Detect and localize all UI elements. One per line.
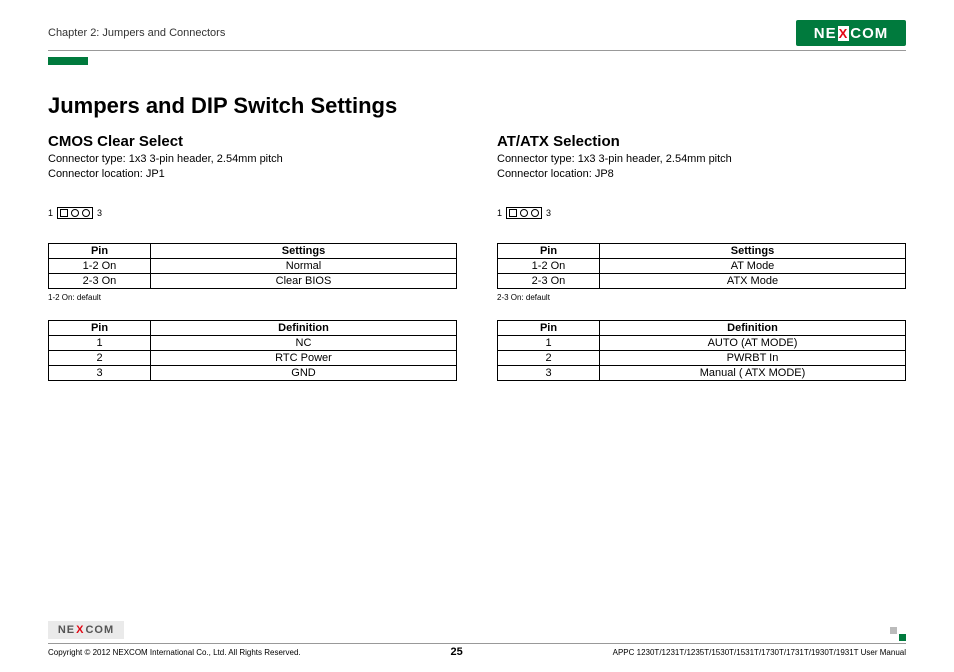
th-settings: Settings xyxy=(151,243,457,258)
th-definition: Definition xyxy=(151,320,457,335)
table-row: 3 GND xyxy=(49,365,457,380)
table-row: 1-2 On AT Mode xyxy=(498,258,906,273)
table-row: 2-3 On Clear BIOS xyxy=(49,273,457,288)
cmos-desc: Connector type: 1x3 3-pin header, 2.54mm… xyxy=(48,152,457,183)
table-row: 2 PWRBT In xyxy=(498,350,906,365)
cell: Normal xyxy=(151,258,457,273)
atatx-settings-table: Pin Settings 1-2 On AT Mode 2-3 On ATX M… xyxy=(497,243,906,289)
connector-box xyxy=(506,207,542,219)
pin-label-3: 3 xyxy=(546,208,551,218)
cmos-footnote: 1-2 On: default xyxy=(48,293,457,302)
table-row: 1 AUTO (AT MODE) xyxy=(498,335,906,350)
pin-1-icon xyxy=(60,209,68,217)
th-pin: Pin xyxy=(49,320,151,335)
nexcom-logo: NEXCOM xyxy=(796,20,906,46)
table-row: Pin Definition xyxy=(49,320,457,335)
table-row: 2 RTC Power xyxy=(49,350,457,365)
atatx-connector-diagram: 1 3 xyxy=(497,207,906,219)
cell: 1-2 On xyxy=(498,258,600,273)
cmos-definition-table: Pin Definition 1 NC 2 RTC Power 3 GND xyxy=(48,320,457,381)
sq-green-icon xyxy=(899,634,906,641)
th-pin: Pin xyxy=(498,243,600,258)
atatx-connector-type: Connector type: 1x3 3-pin header, 2.54mm… xyxy=(497,152,906,167)
atatx-section: AT/ATX Selection Connector type: 1x3 3-p… xyxy=(497,133,906,385)
pin-label-1: 1 xyxy=(48,208,53,218)
table-row: 1 NC xyxy=(49,335,457,350)
pin-label-3: 3 xyxy=(97,208,102,218)
cell: Clear BIOS xyxy=(151,273,457,288)
cmos-section: CMOS Clear Select Connector type: 1x3 3-… xyxy=(48,133,457,385)
atatx-footnote: 2-3 On: default xyxy=(497,293,906,302)
cell: NC xyxy=(151,335,457,350)
cell: 1 xyxy=(49,335,151,350)
page-footer: NEXCOM Copyright © 2012 NEXCOM Internati… xyxy=(48,621,906,658)
copyright-text: Copyright © 2012 NEXCOM International Co… xyxy=(48,648,301,657)
atatx-desc: Connector type: 1x3 3-pin header, 2.54mm… xyxy=(497,152,906,183)
table-row: Pin Settings xyxy=(498,243,906,258)
table-row: Pin Settings xyxy=(49,243,457,258)
th-pin: Pin xyxy=(49,243,151,258)
cell: 1-2 On xyxy=(49,258,151,273)
th-definition: Definition xyxy=(600,320,906,335)
page-header: Chapter 2: Jumpers and Connectors NEXCOM xyxy=(48,20,906,51)
th-pin: Pin xyxy=(498,320,600,335)
chapter-label: Chapter 2: Jumpers and Connectors xyxy=(48,27,225,39)
logo-right: COM xyxy=(850,25,888,42)
manual-name: APPC 1230T/1231T/1235T/1530T/1531T/1730T… xyxy=(613,648,906,657)
table-row: Pin Definition xyxy=(498,320,906,335)
atatx-connector-location: Connector location: JP8 xyxy=(497,167,906,182)
cmos-title: CMOS Clear Select xyxy=(48,133,457,150)
cell: 1 xyxy=(498,335,600,350)
cell: 3 xyxy=(49,365,151,380)
pin-2-icon xyxy=(71,209,79,217)
footer-squares-icon xyxy=(890,627,906,641)
table-row: 1-2 On Normal xyxy=(49,258,457,273)
th-settings: Settings xyxy=(600,243,906,258)
pin-3-icon xyxy=(82,209,90,217)
atatx-title: AT/ATX Selection xyxy=(497,133,906,150)
page-number: 25 xyxy=(451,646,463,658)
logo-right: COM xyxy=(85,624,114,636)
cell: RTC Power xyxy=(151,350,457,365)
cell: 3 xyxy=(498,365,600,380)
table-row: 3 Manual ( ATX MODE) xyxy=(498,365,906,380)
cell: 2-3 On xyxy=(49,273,151,288)
cell: ATX Mode xyxy=(600,273,906,288)
logo-left: NE xyxy=(58,624,75,636)
cmos-connector-location: Connector location: JP1 xyxy=(48,167,457,182)
cell: Manual ( ATX MODE) xyxy=(600,365,906,380)
pin-3-icon xyxy=(531,209,539,217)
cell: AT Mode xyxy=(600,258,906,273)
cell: GND xyxy=(151,365,457,380)
main-title: Jumpers and DIP Switch Settings xyxy=(48,93,906,119)
footer-logo: NEXCOM xyxy=(48,621,124,639)
table-row: 2-3 On ATX Mode xyxy=(498,273,906,288)
atatx-definition-table: Pin Definition 1 AUTO (AT MODE) 2 PWRBT … xyxy=(497,320,906,381)
cell: 2 xyxy=(498,350,600,365)
sq-gray-icon xyxy=(890,627,897,634)
cmos-connector-type: Connector type: 1x3 3-pin header, 2.54mm… xyxy=(48,152,457,167)
cell: AUTO (AT MODE) xyxy=(600,335,906,350)
cell: PWRBT In xyxy=(600,350,906,365)
pin-2-icon xyxy=(520,209,528,217)
logo-left: NE xyxy=(814,25,837,42)
cell: 2-3 On xyxy=(498,273,600,288)
logo-x: X xyxy=(76,624,84,636)
accent-bar xyxy=(48,57,88,65)
cmos-connector-diagram: 1 3 xyxy=(48,207,457,219)
cell: 2 xyxy=(49,350,151,365)
logo-x: X xyxy=(838,26,850,41)
pin-label-1: 1 xyxy=(497,208,502,218)
pin-1-icon xyxy=(509,209,517,217)
connector-box xyxy=(57,207,93,219)
cmos-settings-table: Pin Settings 1-2 On Normal 2-3 On Clear … xyxy=(48,243,457,289)
